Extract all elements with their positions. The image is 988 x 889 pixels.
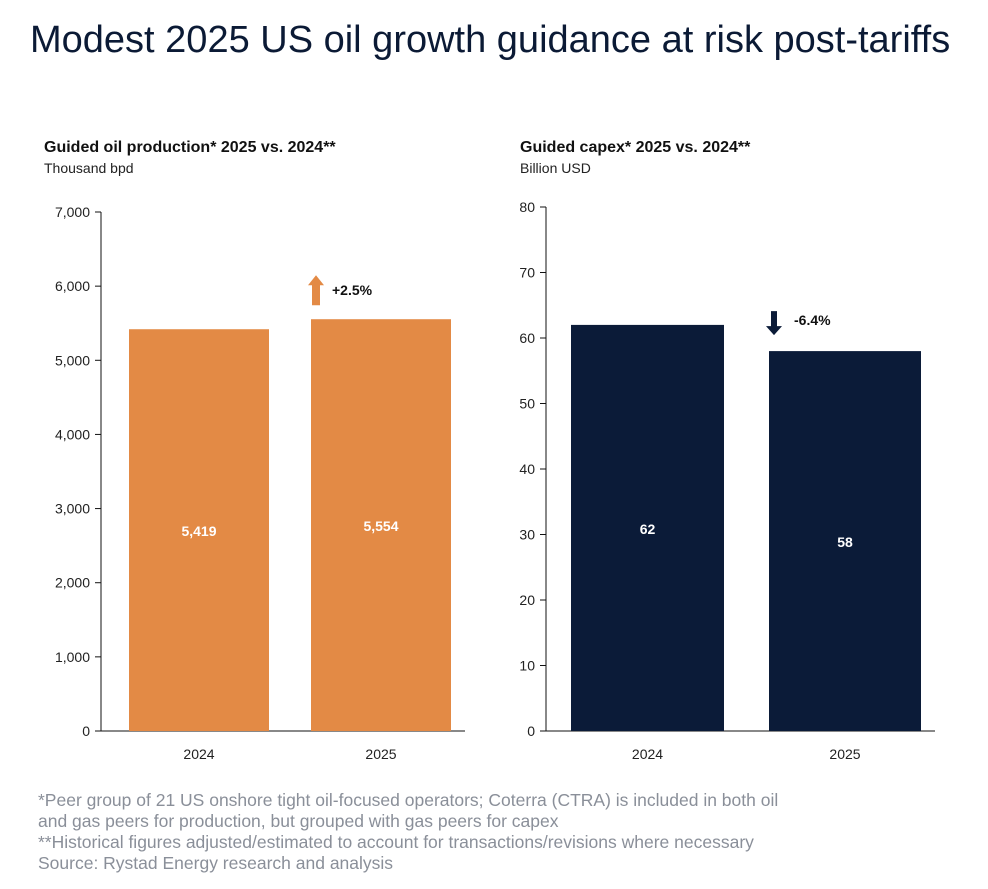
chart-1-title: Guided oil production* 2025 vs. 2024** xyxy=(44,139,336,156)
y-tick-label: 2,000 xyxy=(55,575,90,591)
bar-2025 xyxy=(311,319,451,731)
footnote-line: and gas peers for production, but groupe… xyxy=(38,811,559,831)
y-tick-label: 6,000 xyxy=(55,278,90,294)
y-tick-label: 60 xyxy=(519,330,535,346)
footnote-line: **Historical figures adjusted/estimated … xyxy=(38,832,754,852)
x-tick-label: 2025 xyxy=(829,746,860,762)
data-label: 62 xyxy=(640,521,656,537)
footnote-line: Source: Rystad Energy research and analy… xyxy=(38,853,394,873)
data-label: 5,419 xyxy=(181,523,216,539)
change-label: -6.4% xyxy=(794,312,831,328)
chart-2-title: Guided capex* 2025 vs. 2024** xyxy=(520,139,751,156)
x-tick-label: 2024 xyxy=(632,746,663,762)
charts-svg: 0 1,000 2,000 3,000 4,000 5,000 6,000 7,000 5,41… xyxy=(55,199,935,762)
chart-1-unit: Thousand bpd xyxy=(44,160,134,176)
chart-2-unit: Billion USD xyxy=(520,160,591,176)
y-tick-label: 30 xyxy=(519,527,535,543)
bar-2025 xyxy=(769,351,921,731)
x-tick-label: 2025 xyxy=(365,746,396,762)
bar-2024 xyxy=(129,329,269,731)
y-tick-label: 0 xyxy=(82,723,90,739)
arrow-up-icon xyxy=(308,275,324,306)
footnotes: *Peer group of 21 US onshore tight oil-f… xyxy=(38,790,968,874)
data-label: 58 xyxy=(837,534,853,550)
bar-2024 xyxy=(571,324,724,731)
y-tick-label: 5,000 xyxy=(55,352,90,368)
data-label: 5,554 xyxy=(363,518,398,534)
y-tick-label: 70 xyxy=(519,265,535,281)
y-tick-label: 7,000 xyxy=(55,204,90,220)
footnote-line: *Peer group of 21 US onshore tight oil-f… xyxy=(38,790,779,810)
y-tick-label: 20 xyxy=(519,592,535,608)
y-tick-label: 80 xyxy=(519,199,535,215)
y-tick-label: 0 xyxy=(527,723,535,739)
y-tick-label: 10 xyxy=(519,658,535,674)
y-tick-label: 1,000 xyxy=(55,649,90,665)
y-tick-label: 3,000 xyxy=(55,501,90,517)
y-tick-label: 50 xyxy=(519,396,535,412)
page-title: Modest 2025 US oil growth guidance at ri… xyxy=(30,19,951,61)
y-tick-label: 4,000 xyxy=(55,426,90,442)
x-tick-label: 2024 xyxy=(183,746,214,762)
y-tick-label: 40 xyxy=(519,461,535,477)
arrow-down-icon xyxy=(766,311,782,336)
change-label: +2.5% xyxy=(332,282,373,298)
